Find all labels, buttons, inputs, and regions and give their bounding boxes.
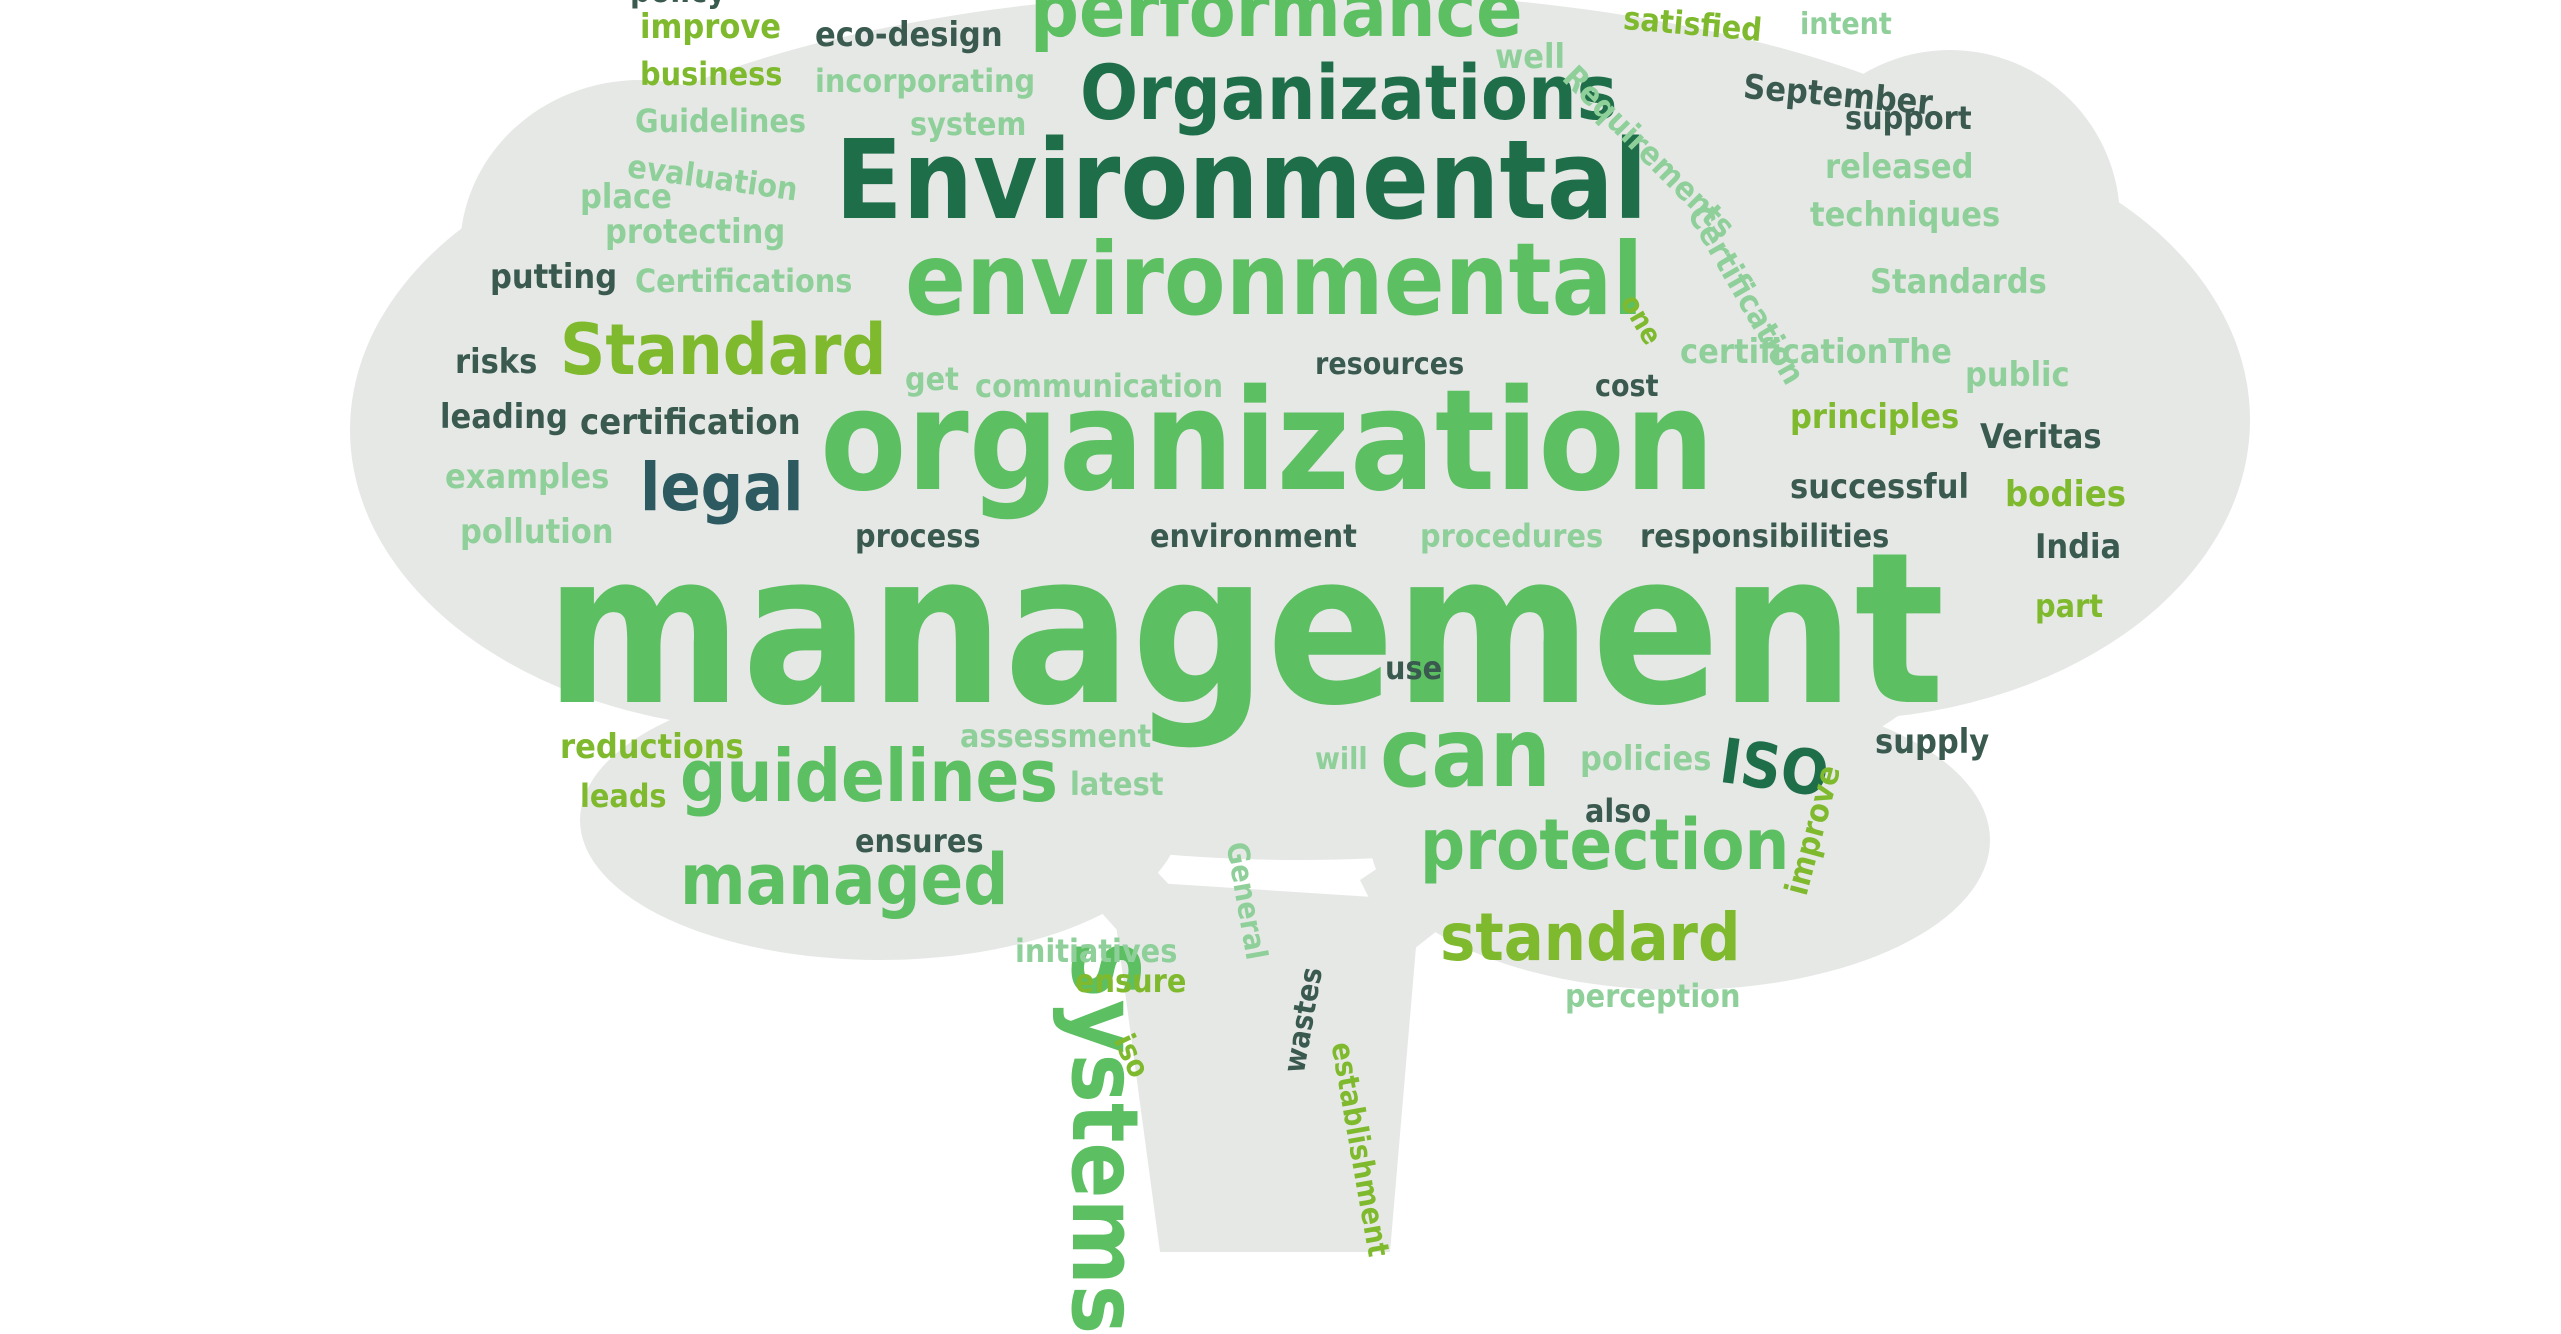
word: public <box>1965 355 2070 395</box>
word: process <box>855 517 981 555</box>
word: support <box>1845 99 1972 137</box>
tree-trunk <box>1000 790 1540 1252</box>
word: policies <box>1580 739 1712 779</box>
word: place <box>580 177 672 217</box>
word: examples <box>445 457 610 497</box>
word: guidelines <box>680 734 1058 818</box>
word: Organizations <box>1080 48 1618 137</box>
word: Veritas <box>1980 417 2102 457</box>
word: successful <box>1790 467 1969 507</box>
word: business <box>640 55 783 93</box>
word: responsibilities <box>1640 517 1890 555</box>
word: perception <box>1565 977 1741 1015</box>
word-cloud: management organization Environmental envir… <box>350 0 2250 1334</box>
word: certification <box>580 402 801 443</box>
tree-silhouette <box>350 0 2250 1252</box>
word: procedures <box>1420 517 1604 555</box>
word: Certifications <box>635 262 853 300</box>
word: legal <box>640 449 804 526</box>
word: environmental <box>905 221 1644 338</box>
word: ensures <box>855 822 984 860</box>
word: use <box>1385 649 1443 687</box>
word: ensure <box>1075 962 1187 1000</box>
word: can <box>1380 697 1551 809</box>
word: managed <box>680 839 1009 921</box>
word: risks <box>455 342 538 382</box>
word: techniques <box>1810 195 2001 235</box>
word: environment <box>1150 517 1357 555</box>
word: part <box>2035 587 2103 625</box>
word: will <box>1315 742 1368 777</box>
tree-canopy <box>350 0 2250 990</box>
word: cost <box>1595 369 1659 404</box>
word: Environmental <box>835 116 1648 244</box>
word: supply <box>1875 722 1990 762</box>
word: bodies <box>2005 474 2126 515</box>
word: Guidelines <box>635 102 807 140</box>
word: well <box>1495 37 1565 77</box>
word: protecting <box>605 212 786 252</box>
word: incorporating <box>815 62 1036 100</box>
word: management <box>545 507 1945 752</box>
word: Standard <box>560 309 887 391</box>
word: latest <box>1070 765 1164 803</box>
word: assessment <box>960 717 1152 755</box>
word: resources <box>1315 347 1465 382</box>
word: communication <box>975 367 1224 405</box>
word: putting <box>490 257 618 297</box>
word: performance <box>1030 0 1523 54</box>
word: India <box>2035 527 2122 567</box>
word: also <box>1585 792 1652 830</box>
word: initiatives <box>1015 932 1178 970</box>
word: policy <box>630 0 726 7</box>
word: system <box>910 105 1027 143</box>
word: organization <box>820 360 1715 523</box>
word: leads <box>580 777 667 815</box>
word: intent <box>1800 7 1892 42</box>
word: released <box>1825 147 1974 187</box>
word: standard <box>1440 899 1741 976</box>
word: protection <box>1420 804 1790 886</box>
word: pollution <box>460 512 614 552</box>
word: certificationThe <box>1680 332 1952 372</box>
word: leading <box>440 397 568 437</box>
word: improve <box>640 7 782 47</box>
word: reductions <box>560 727 744 767</box>
word: eco-design <box>815 15 1003 55</box>
word: get <box>905 360 959 398</box>
word: principles <box>1790 397 1960 437</box>
word: Standards <box>1870 262 2047 302</box>
